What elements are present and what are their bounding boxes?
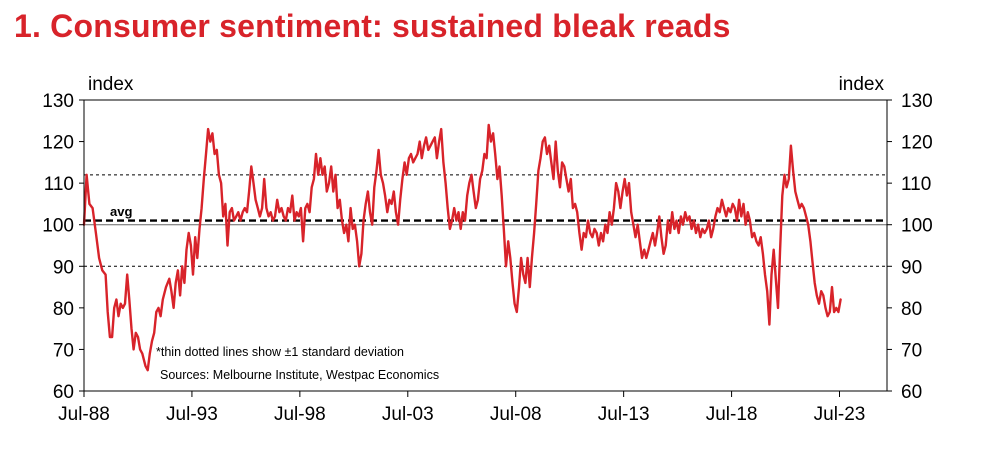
x-axis: Jul-88 Jul-93 Jul-98 Jul-03 Jul-08 Jul-13 Jul-… bbox=[58, 391, 865, 425]
y-tick-label-left: 120 bbox=[42, 133, 74, 154]
x-tick-label: Jul-18 bbox=[706, 404, 758, 425]
x-tick-label: Jul-98 bbox=[274, 404, 326, 425]
y-tick-label-right: 110 bbox=[901, 174, 931, 195]
source-note: Sources: Melbourne Institute, Westpac Ec… bbox=[160, 368, 439, 382]
y-tick-label-left: 90 bbox=[53, 257, 74, 278]
x-tick-label: Jul-13 bbox=[598, 404, 650, 425]
y-tick-label-left: 60 bbox=[53, 382, 74, 403]
y-axis-right-label: index bbox=[839, 74, 885, 95]
y-tick-label-left: 110 bbox=[44, 174, 74, 195]
y-tick-label-left: 100 bbox=[42, 216, 74, 237]
x-tick-label: Jul-03 bbox=[382, 404, 434, 425]
x-tick-label: Jul-08 bbox=[490, 404, 542, 425]
y-axis-left-label: index bbox=[88, 74, 134, 95]
x-tick-label: Jul-23 bbox=[814, 404, 866, 425]
y-tick-label-right: 100 bbox=[901, 216, 933, 237]
y-tick-label-right: 70 bbox=[901, 340, 922, 361]
y-tick-label-right: 80 bbox=[901, 299, 922, 320]
avg-label: avg bbox=[110, 204, 132, 219]
x-tick-label: Jul-88 bbox=[58, 404, 110, 425]
y-axis-left: 60 70 80 90 100 110 120 130 bbox=[42, 91, 84, 403]
plot-frame bbox=[83, 99, 888, 392]
y-tick-label-left: 130 bbox=[42, 91, 74, 112]
y-tick-label-right: 90 bbox=[901, 257, 922, 278]
series-line-0 bbox=[82, 123, 842, 372]
x-tick-label: Jul-93 bbox=[166, 404, 218, 425]
y-tick-label-right: 130 bbox=[901, 91, 933, 112]
chart-title: 1. Consumer sentiment: sustained bleak r… bbox=[14, 8, 731, 44]
y-tick-label-right: 60 bbox=[901, 382, 922, 403]
footnote-std-dev: *thin dotted lines show ±1 standard devi… bbox=[156, 345, 404, 359]
y-tick-label-right: 120 bbox=[901, 133, 933, 154]
reference-lines bbox=[84, 174, 887, 267]
y-tick-label-left: 80 bbox=[53, 299, 74, 320]
series-layer bbox=[82, 123, 842, 372]
y-axis-right: 60 70 80 90 100 110 120 130 bbox=[887, 91, 933, 403]
y-tick-label-left: 70 bbox=[53, 340, 74, 361]
